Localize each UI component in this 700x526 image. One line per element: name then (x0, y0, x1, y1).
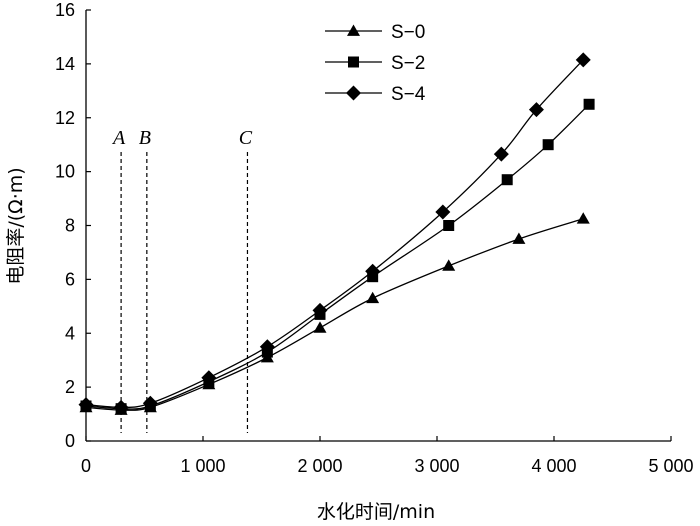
x-tick-label: 4 000 (531, 456, 576, 476)
y-tick-label: 10 (55, 162, 75, 182)
series-line (85, 59, 584, 408)
data-point (259, 339, 275, 355)
data-point (113, 399, 129, 415)
x-tick-label: 5 000 (648, 456, 693, 476)
series-diamond (78, 52, 591, 415)
data-point (528, 102, 544, 118)
data-point (443, 220, 455, 231)
data-point (442, 259, 456, 271)
data-point (575, 52, 591, 68)
y-tick-label: 8 (65, 216, 75, 236)
legend-label: S−4 (391, 84, 426, 105)
x-tick-label: 3 000 (414, 456, 459, 476)
data-point (542, 139, 554, 151)
legend-item: S−0 (325, 22, 425, 43)
reference-label-c: C (239, 127, 253, 149)
y-tick-label: 4 (65, 323, 75, 343)
x-tick-label: 1 000 (180, 456, 225, 476)
series-group (78, 52, 595, 415)
legend-item: S−4 (325, 84, 426, 105)
series-line (85, 103, 590, 410)
x-tick-label: 0 (81, 456, 91, 476)
y-tick-label: 0 (65, 431, 75, 451)
series-line (85, 218, 584, 411)
legend-item: S−2 (325, 53, 425, 74)
data-point (365, 263, 381, 279)
legend-label: S−2 (391, 53, 425, 74)
y-tick-label: 16 (55, 0, 75, 20)
data-point (501, 174, 513, 186)
data-point (512, 232, 526, 244)
data-point (583, 98, 595, 110)
reference-label-a: A (111, 127, 126, 149)
data-point (576, 212, 590, 224)
legend-marker (348, 56, 359, 68)
y-tick-label: 6 (65, 269, 75, 289)
legend: S−0 S−2 S−4 (325, 22, 426, 105)
x-tick-label: 2 000 (297, 456, 342, 476)
data-point (201, 370, 217, 386)
legend-label: S−0 (391, 22, 425, 43)
y-tick-label: 14 (55, 54, 75, 74)
y-tick-label: 12 (55, 108, 75, 128)
y-tick-label: 2 (65, 377, 75, 397)
x-axis-title: 水化时间/min (317, 501, 435, 523)
data-point (435, 204, 451, 220)
axes: 0 2 4 6 8 10 12 14 16 0 1 000 2 000 3 000 4 000 5 000 (55, 0, 694, 476)
data-point (312, 302, 328, 318)
legend-marker (347, 24, 360, 36)
series-triangle (79, 212, 590, 415)
series-square (80, 98, 595, 415)
data-point (142, 395, 158, 411)
data-point (493, 146, 509, 162)
data-point (313, 321, 327, 333)
reference-label-b: B (139, 127, 151, 149)
legend-marker (346, 85, 361, 101)
y-axis-title: 电阻率/(Ω·m) (5, 167, 27, 284)
data-point (366, 291, 380, 304)
